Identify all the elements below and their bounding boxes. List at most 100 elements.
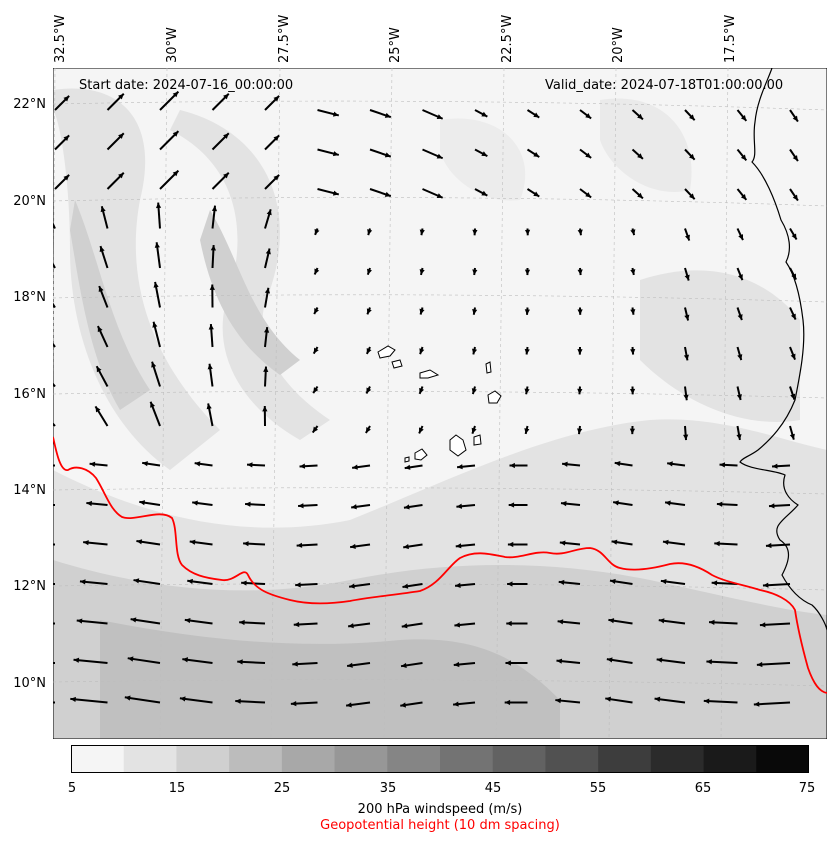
wind-arrow-head <box>471 348 478 355</box>
wind-arrow-head <box>133 578 140 584</box>
wind-arrow-head <box>585 152 592 158</box>
colorbar <box>71 745 809 773</box>
wind-arrow-head <box>481 190 488 196</box>
wind-arrow-head <box>436 193 443 199</box>
cape-verde-islands <box>377 345 502 463</box>
wind-vectors <box>20 90 799 708</box>
lat-label-22n: 22°N <box>13 97 46 112</box>
wind-arrow-head <box>418 427 424 434</box>
wind-arrow-head <box>402 583 409 589</box>
wind-arrow-head <box>740 194 747 200</box>
wind-arrow-head <box>419 269 425 275</box>
wind-arrow-head <box>124 695 131 701</box>
colorbar-level <box>387 745 441 773</box>
wind-arrow-head <box>714 541 720 547</box>
wind-arrow-head <box>555 697 561 704</box>
wind-arrow-head <box>100 206 106 213</box>
wind-arrow-head <box>293 621 300 628</box>
wind-arrow-head <box>76 618 83 624</box>
africa-coastline <box>739 68 827 631</box>
wind-arrow-head <box>637 192 643 199</box>
wind-arrow-head <box>208 324 214 330</box>
wind-arrow-head <box>472 308 478 315</box>
wind-arrow-head <box>46 250 51 256</box>
wind-arrow-head <box>605 696 611 702</box>
wind-arrow-head <box>245 501 251 507</box>
wind-arrow-head <box>130 617 137 623</box>
wind-arrow-head <box>37 463 42 468</box>
wind-arrow-head <box>43 371 48 377</box>
colorbar-level <box>703 745 757 773</box>
lon-label-17-5w: 17.5°W <box>723 14 738 63</box>
lat-label-18n: 18°N <box>13 290 46 305</box>
wind-arrow-head <box>481 111 488 117</box>
wind-arrow <box>753 701 791 706</box>
wind-arrow-head <box>151 361 157 368</box>
wind-arrow-head <box>42 411 48 417</box>
wind-arrow-head <box>241 580 247 586</box>
wind-arrow-head <box>211 205 218 212</box>
wind-arrow-head <box>765 542 772 549</box>
wind-arrow-head <box>524 348 530 355</box>
wind-arrow-head <box>295 582 301 588</box>
wind-arrow-head <box>630 309 636 315</box>
wind-arrow-head <box>683 354 690 361</box>
wind-arrow-head <box>419 308 425 315</box>
wind-arrow-head <box>73 657 80 663</box>
wind-arrow-head <box>630 348 636 355</box>
wind-arrow-head <box>606 657 613 663</box>
valid-date-label: Valid_date: 2024-07-18T01:00:00.00 <box>545 78 784 93</box>
colorbar-tick: 5 <box>67 781 77 796</box>
wind-arrow-head <box>400 702 407 708</box>
wind-arrow-head <box>96 366 102 373</box>
wind-arrow-head <box>560 501 567 507</box>
wind-arrow-head <box>471 388 477 395</box>
wind-arrow-head <box>86 500 93 507</box>
wind-arrow-head <box>689 193 695 200</box>
wind-arrow-head <box>314 228 320 235</box>
wind-arrow-head <box>142 461 148 467</box>
wind-arrow-head <box>419 348 425 355</box>
wind-arrow-head <box>791 233 797 240</box>
wind-arrow-head <box>349 583 355 589</box>
wind-arrow <box>179 697 213 704</box>
wind-arrow-head <box>97 326 103 333</box>
wind-arrow-head <box>332 151 339 157</box>
wind-arrow-head <box>756 661 763 668</box>
wind-arrow <box>53 221 56 229</box>
wind-arrow-head <box>792 194 798 201</box>
wind-arrow-head <box>790 313 796 320</box>
wind-arrow-head <box>403 504 410 510</box>
wind-arrow-head <box>759 622 766 628</box>
wind-arrow-head <box>99 246 105 253</box>
wind-arrow-head <box>20 660 25 665</box>
wind-arrow-head <box>189 539 196 545</box>
wind-arrow-head <box>401 662 407 668</box>
wind-arrow-head <box>533 191 540 197</box>
lon-label-25w: 25°W <box>388 27 403 63</box>
wind-arrow-head <box>613 500 619 506</box>
wind-arrow-head <box>290 701 297 707</box>
wind-arrow-head <box>44 331 49 337</box>
wind-arrow-head <box>457 464 463 470</box>
wind-arrow-head <box>419 229 425 236</box>
colorbar-level <box>598 745 652 773</box>
wind-arrow-head <box>265 248 271 255</box>
wind-arrow-head <box>559 540 566 546</box>
wind-arrow-head <box>89 461 96 467</box>
wind-arrow-head <box>453 701 459 707</box>
lat-label-14n: 14°N <box>13 483 46 498</box>
wind-arrow <box>756 662 791 666</box>
wind-arrow-head <box>118 133 124 139</box>
wind-arrow-head <box>611 539 618 545</box>
colorbar-level <box>229 745 283 773</box>
wind-arrow-head <box>577 309 583 315</box>
wind-arrow-head <box>637 113 643 120</box>
wind-arrow-head <box>264 327 270 333</box>
wind-arrow-head <box>83 540 89 546</box>
wind-arrow-head <box>737 354 743 361</box>
wind-arrow-head <box>262 406 268 412</box>
wind-arrow-head <box>507 541 514 548</box>
wind-arrow-head <box>506 620 512 627</box>
wind-arrow-head <box>454 622 461 628</box>
